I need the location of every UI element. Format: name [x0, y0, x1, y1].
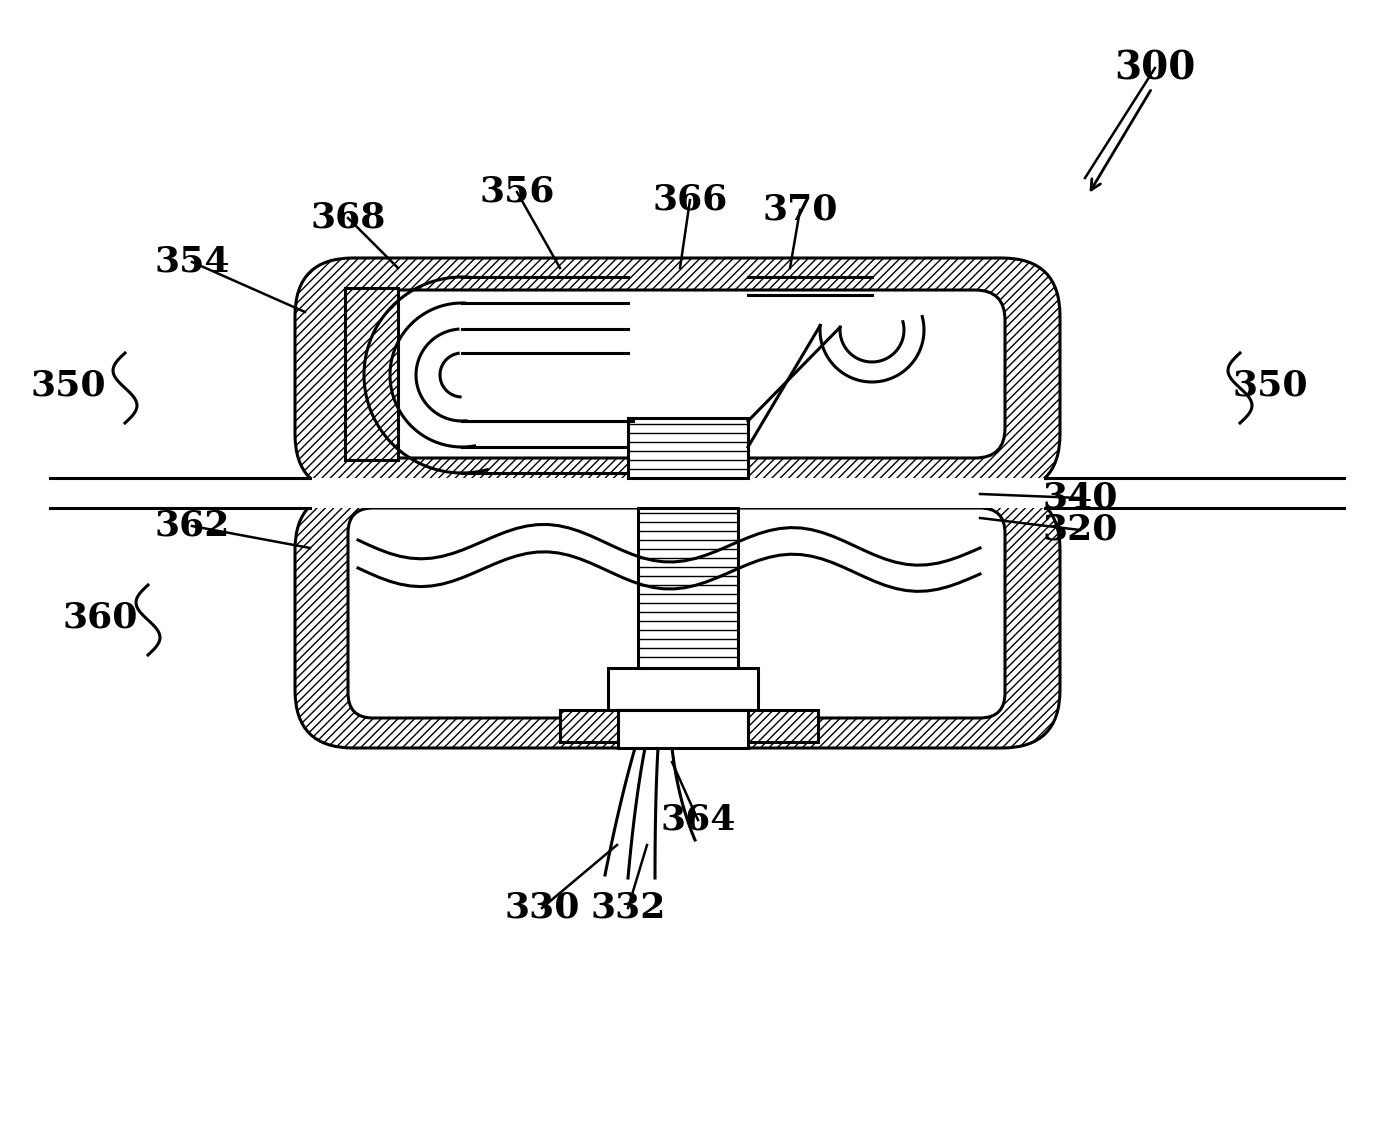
- Polygon shape: [560, 710, 818, 742]
- FancyBboxPatch shape: [348, 508, 1005, 718]
- Text: 360: 360: [63, 601, 138, 635]
- Text: 362: 362: [155, 509, 230, 543]
- Text: 364: 364: [661, 803, 736, 837]
- FancyBboxPatch shape: [296, 492, 1059, 748]
- Text: 350: 350: [1232, 368, 1308, 401]
- Polygon shape: [638, 508, 737, 668]
- Text: 350: 350: [31, 368, 106, 401]
- Text: 332: 332: [590, 891, 666, 924]
- Text: 330: 330: [505, 891, 580, 924]
- Text: 366: 366: [652, 184, 728, 217]
- Polygon shape: [629, 418, 749, 478]
- Text: 356: 356: [480, 175, 555, 209]
- Text: 300: 300: [1114, 49, 1196, 87]
- Text: 320: 320: [1043, 513, 1118, 547]
- Polygon shape: [618, 710, 749, 748]
- Polygon shape: [344, 288, 399, 460]
- Polygon shape: [608, 668, 758, 710]
- Text: 340: 340: [1043, 481, 1118, 515]
- FancyBboxPatch shape: [348, 290, 1005, 458]
- Text: 368: 368: [311, 201, 386, 235]
- Text: 370: 370: [763, 193, 838, 227]
- FancyBboxPatch shape: [296, 258, 1059, 492]
- Polygon shape: [50, 478, 1344, 508]
- Text: 354: 354: [155, 245, 230, 279]
